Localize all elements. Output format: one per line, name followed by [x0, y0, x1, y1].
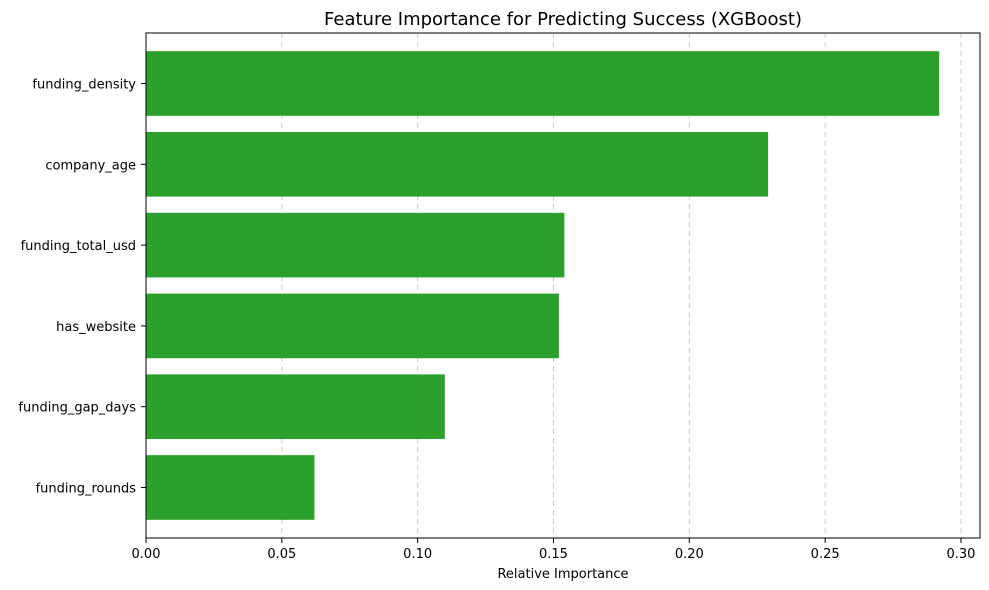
x-tick-label: 0.25 [811, 547, 840, 562]
chart-title: Feature Importance for Predicting Succes… [324, 9, 802, 30]
bar-funding-total-usd [146, 212, 565, 278]
x-axis-label: Relative Importance [497, 567, 628, 582]
bar-company-age [146, 131, 769, 197]
x-tick-label: 0.20 [675, 547, 704, 562]
x-tick-label: 0.30 [947, 547, 976, 562]
y-tick-label: funding_gap_days [18, 401, 136, 416]
bar-funding-rounds [146, 455, 315, 520]
y-tick-label: company_age [45, 158, 136, 173]
bar-has-website [146, 293, 559, 359]
axes [141, 32, 981, 543]
y-tick-label: funding_total_usd [21, 239, 136, 254]
bar-funding-density [146, 51, 940, 116]
bar-funding-gap-days [146, 374, 445, 440]
plot-frame [145, 32, 981, 539]
bars [146, 51, 940, 520]
tick-labels: 0.00 0.05 0.10 0.15 0.20 0.25 0.30 funding_dens… [18, 78, 975, 563]
x-tick-label: 0.15 [539, 547, 568, 562]
x-tick-label: 0.00 [132, 547, 161, 562]
y-tick-label: has_website [56, 320, 136, 335]
x-tick-label: 0.05 [267, 547, 296, 562]
y-tick-label: funding_rounds [36, 482, 137, 497]
x-tick-label: 0.10 [403, 547, 432, 562]
grid-lines [145, 33, 962, 538]
y-tick-label: funding_density [32, 78, 136, 93]
